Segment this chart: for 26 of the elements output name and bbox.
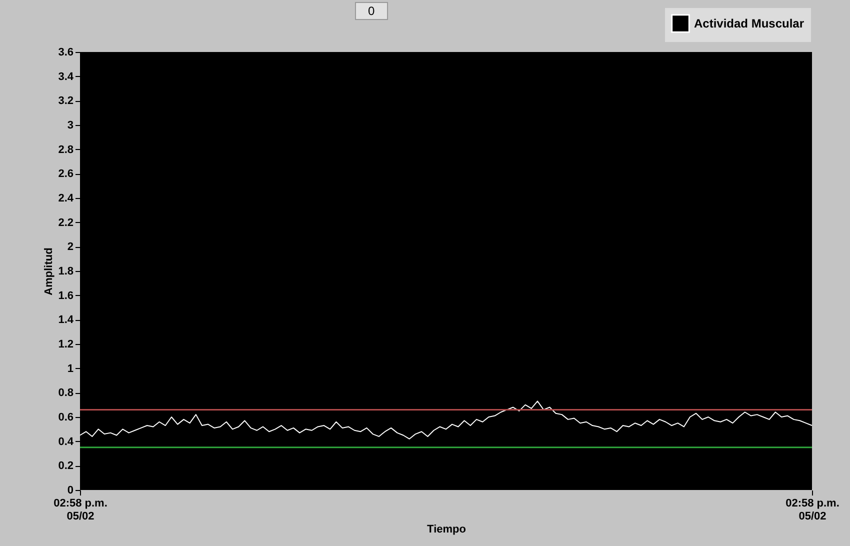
x-axis-title: Tiempo: [427, 524, 466, 536]
y-axis-title: Amplitud: [43, 248, 56, 296]
y-tick-label: 1.4: [58, 314, 74, 326]
x-tick-label: 02:58 p.m. 05/02: [786, 498, 840, 522]
y-tick-label: 2.2: [58, 216, 74, 229]
y-tick-label: 2.6: [58, 168, 74, 180]
y-tick-label: 2.4: [58, 192, 74, 204]
line-series: [80, 400, 812, 440]
y-tick-label: 3.4: [58, 70, 74, 83]
x-tick-label: 02:58 p.m. 05/02: [54, 498, 108, 522]
y-tick-label: 1.6: [58, 290, 74, 302]
y-tick-label: 3: [67, 120, 74, 132]
y-tick-label: 0.4: [58, 436, 74, 448]
y-tick-label: 3.6: [58, 46, 74, 58]
y-tick-label: 0: [67, 484, 74, 496]
y-tick-label: 1.8: [58, 266, 74, 278]
y-tick-label: 0.2: [58, 460, 74, 472]
y-tick-label: 2.8: [58, 144, 74, 156]
y-tick-label: 1: [67, 362, 74, 375]
text: 0: [355, 2, 388, 20]
legend-label: Actividad Muscular: [694, 16, 804, 30]
y-tick-label: 0.8: [58, 387, 74, 400]
y-tick-label: 3.2: [58, 95, 74, 108]
y-tick-label: 2: [67, 241, 74, 254]
y-tick-label: 1.2: [58, 338, 74, 350]
y-tick-label: 0.6: [58, 412, 74, 424]
